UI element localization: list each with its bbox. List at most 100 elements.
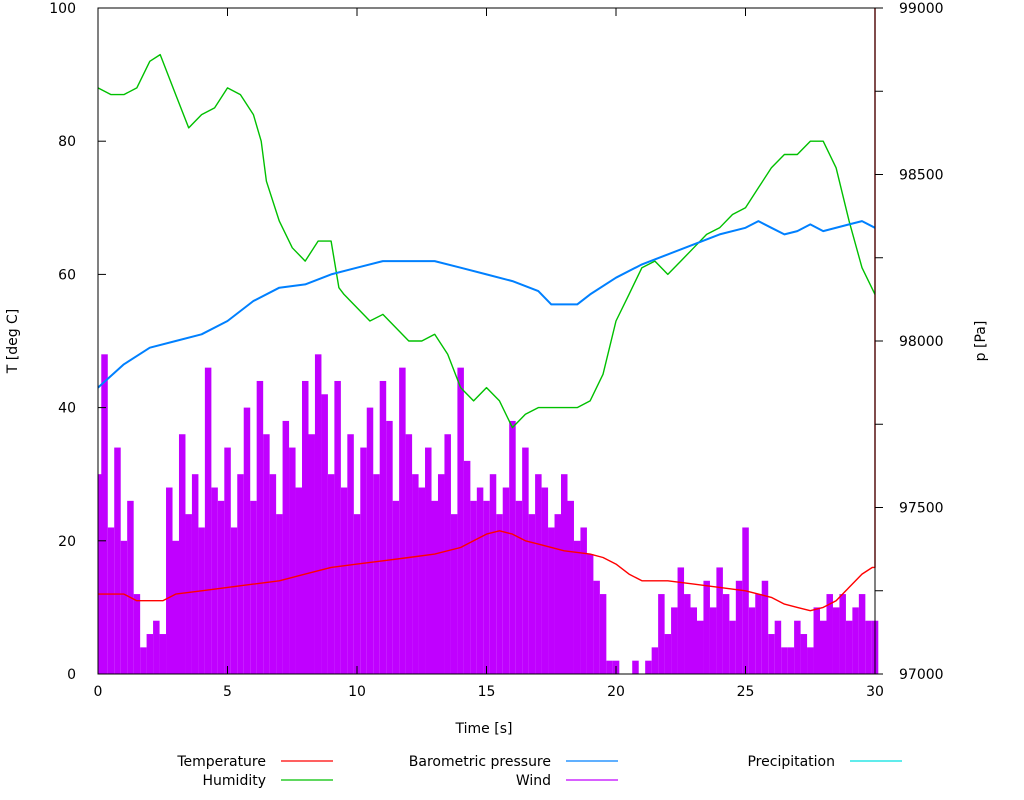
wind-bar — [852, 607, 859, 674]
wind-bar — [185, 514, 192, 674]
wind-bar — [463, 460, 471, 674]
y2-tick-label: 98500 — [899, 168, 944, 184]
wind-bar — [412, 474, 419, 674]
y-tick-label: 40 — [58, 401, 76, 417]
wind-bar — [159, 634, 167, 674]
y2-tick-label: 98000 — [899, 334, 944, 350]
wind-bar — [729, 620, 736, 674]
plot-marks — [97, 8, 879, 674]
wind-bar — [308, 434, 315, 674]
y2-tick-label: 99000 — [899, 1, 944, 17]
wind-bar — [295, 487, 303, 674]
wind-bar — [716, 567, 723, 674]
wind-bar — [282, 420, 290, 674]
wind-bar — [865, 620, 872, 674]
wind-bar — [120, 540, 128, 674]
y-tick-label: 20 — [58, 534, 76, 550]
wind-bar — [450, 514, 458, 674]
wind-bar — [133, 594, 141, 674]
legend-label-precipitation: Precipitation — [747, 754, 835, 770]
wind-bar — [593, 580, 600, 674]
wind-bar — [198, 527, 205, 674]
y-axis-label: T [deg C] — [5, 309, 21, 375]
wind-bar — [761, 580, 769, 674]
wind-bar — [373, 474, 380, 674]
wind-bar — [489, 474, 497, 674]
wind-bar — [781, 647, 788, 674]
wind-bar — [645, 660, 652, 674]
wind-bar — [302, 380, 309, 674]
wind-bar — [146, 634, 154, 674]
wind-bar — [671, 607, 678, 674]
wind-bar — [768, 634, 775, 674]
wind-bar — [703, 580, 710, 674]
wind-bar — [392, 500, 400, 674]
y2-tick-label: 97000 — [899, 667, 944, 683]
wind-bar — [269, 474, 277, 674]
wind-bar — [813, 607, 821, 674]
wind-bar — [748, 607, 756, 674]
wind-bar — [651, 647, 659, 674]
wind-bar — [573, 540, 581, 674]
wind-bar — [483, 500, 490, 674]
wind-bar — [496, 514, 503, 674]
y-tick-label: 100 — [49, 1, 76, 17]
wind-bar — [437, 474, 445, 674]
x-tick-label: 5 — [223, 684, 232, 700]
wind-bar — [107, 527, 115, 674]
wind-bar — [554, 514, 562, 674]
wind-bar — [535, 474, 542, 674]
y-tick-label: 60 — [58, 267, 76, 283]
wind-bar — [839, 594, 846, 674]
wind-bar — [405, 434, 413, 674]
wind-bar — [502, 487, 510, 674]
wind-bar — [379, 380, 387, 674]
wind-bar — [360, 447, 367, 674]
legend-label-barometric-pressure: Barometric pressure — [409, 754, 551, 770]
wind-bar — [166, 487, 173, 674]
wind-bar — [606, 660, 613, 674]
wind-bar — [632, 660, 639, 674]
wind-bar — [224, 447, 231, 674]
legend-label-humidity: Humidity — [203, 773, 266, 789]
wind-bar — [820, 620, 827, 674]
wind-bar — [276, 514, 283, 674]
legend: Temperature Humidity Barometric pressure Wi… — [176, 754, 902, 789]
wind-bar — [250, 500, 257, 674]
y2-axis-label: p [Pa] — [973, 321, 989, 362]
wind-bar — [664, 634, 672, 674]
wind-bar — [567, 500, 574, 674]
x-tick-label: 15 — [478, 684, 496, 700]
wind-bar — [191, 474, 199, 674]
wind-bar — [399, 367, 406, 674]
wind-bar — [528, 514, 536, 674]
axes: 0 5 10 15 20 25 30 0 20 40 60 80 100 97000 97500 98000 9… — [49, 1, 943, 700]
wind-bar — [366, 407, 374, 674]
wind-bar — [418, 487, 426, 674]
wind-bar — [470, 500, 477, 674]
humidity-line — [97, 53, 876, 429]
x-tick-label: 10 — [348, 684, 366, 700]
barometric-pressure-line — [97, 220, 876, 389]
wind-bar — [735, 580, 743, 674]
wind-bar — [541, 487, 549, 674]
wind-bar — [580, 527, 587, 674]
wind-bar — [599, 594, 607, 674]
wind-bar — [289, 447, 296, 674]
wind-bar — [586, 554, 594, 674]
wind-bar — [230, 527, 238, 674]
wind-bar — [509, 420, 516, 674]
y-tick-label: 0 — [67, 667, 76, 683]
wind-bar — [690, 607, 697, 674]
x-axis-label: Time [s] — [455, 721, 513, 737]
wind-bar — [561, 474, 568, 674]
wind-bar — [476, 487, 484, 674]
wind-bar — [211, 487, 218, 674]
wind-bar — [774, 620, 782, 674]
wind-bar — [243, 407, 251, 674]
wind-bar — [431, 500, 438, 674]
legend-label-temperature: Temperature — [176, 754, 266, 770]
y2-tick-label: 97500 — [899, 501, 944, 517]
wind-bar — [800, 634, 808, 674]
